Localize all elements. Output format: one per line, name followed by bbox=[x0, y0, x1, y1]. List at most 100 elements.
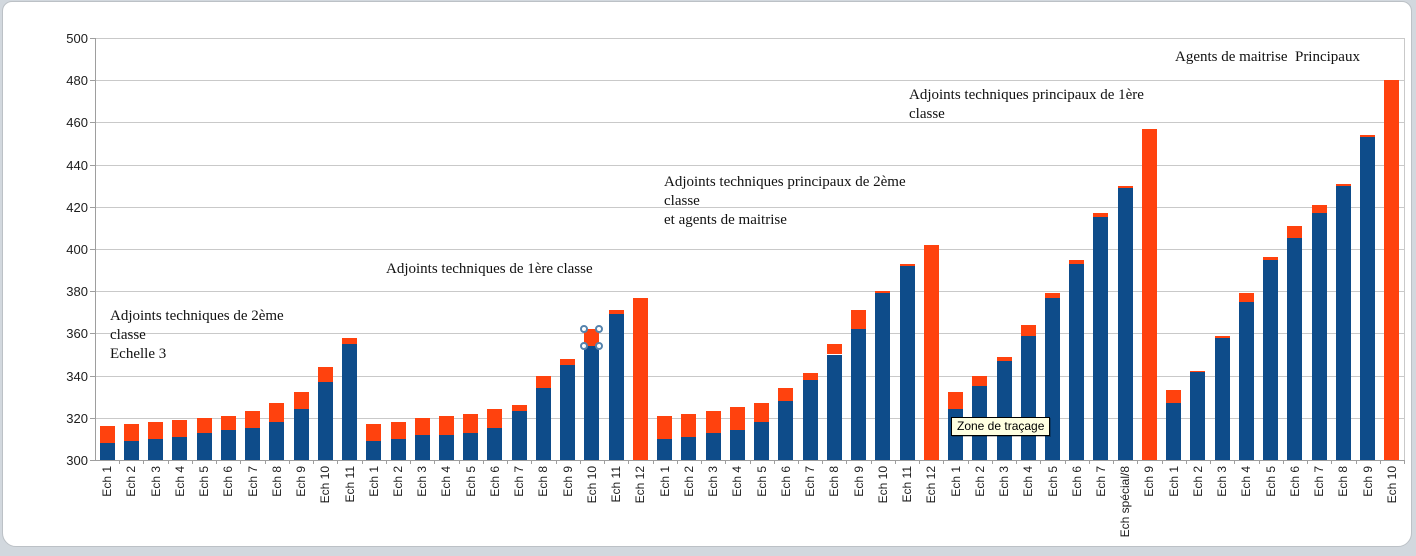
bar-cap-segment[interactable] bbox=[681, 413, 697, 437]
bar-base-segment[interactable] bbox=[414, 434, 430, 460]
bar-cap-segment[interactable] bbox=[463, 413, 479, 433]
chart-window[interactable]: 300 320 340 360 380 400 420 440 460 480 500 Ech 1 Ec… bbox=[2, 1, 1412, 547]
bar-base-segment[interactable] bbox=[245, 428, 261, 460]
bar-cap-segment[interactable] bbox=[1190, 371, 1206, 373]
bar-base-segment[interactable] bbox=[487, 428, 503, 460]
bar-cap-segment[interactable] bbox=[148, 422, 164, 439]
bar-cap-segment[interactable] bbox=[632, 297, 648, 460]
bar-base-segment[interactable] bbox=[1069, 263, 1085, 460]
bar-cap-segment[interactable] bbox=[657, 415, 673, 439]
bar-base-segment[interactable] bbox=[705, 432, 721, 460]
bar-base-segment[interactable] bbox=[317, 381, 333, 460]
bar-base-segment[interactable] bbox=[342, 343, 358, 460]
bar-base-segment[interactable] bbox=[996, 360, 1012, 460]
bar-cap-segment[interactable] bbox=[99, 426, 115, 444]
bar-base-segment[interactable] bbox=[1020, 335, 1036, 460]
bar-cap-segment[interactable] bbox=[1166, 390, 1182, 404]
bar-base-segment[interactable] bbox=[1214, 337, 1230, 460]
bar-base-segment[interactable] bbox=[1166, 403, 1182, 460]
bar-base-segment[interactable] bbox=[293, 409, 309, 460]
bar-cap-segment[interactable] bbox=[875, 291, 891, 294]
bar-base-segment[interactable] bbox=[754, 422, 770, 460]
selection-handle[interactable] bbox=[580, 342, 589, 351]
bar-base-segment[interactable] bbox=[851, 329, 867, 460]
bar-cap-segment[interactable] bbox=[778, 388, 794, 401]
bar-base-segment[interactable] bbox=[657, 438, 673, 460]
bar-base-segment[interactable] bbox=[511, 411, 527, 460]
bar-cap-segment[interactable] bbox=[1335, 183, 1351, 186]
bar-base-segment[interactable] bbox=[729, 430, 745, 460]
bar-base-segment[interactable] bbox=[1311, 213, 1327, 460]
bar-base-segment[interactable] bbox=[899, 265, 915, 460]
bar-cap-segment[interactable] bbox=[390, 422, 406, 439]
bar-cap-segment[interactable] bbox=[851, 310, 867, 330]
bar-cap-segment[interactable] bbox=[1093, 213, 1109, 218]
bar-cap-segment[interactable] bbox=[1045, 293, 1060, 298]
bar-cap-segment[interactable] bbox=[1238, 293, 1254, 302]
bar-base-segment[interactable] bbox=[1335, 185, 1351, 460]
bar-cap-segment[interactable] bbox=[196, 417, 212, 433]
selection-handle[interactable] bbox=[595, 342, 604, 351]
bar-cap-segment[interactable] bbox=[608, 310, 624, 315]
bar-base-segment[interactable] bbox=[826, 354, 842, 460]
bar-base-segment[interactable] bbox=[1190, 371, 1206, 460]
bar-cap-segment[interactable] bbox=[1141, 128, 1157, 460]
bar-base-segment[interactable] bbox=[463, 432, 479, 460]
bar-base-segment[interactable] bbox=[535, 388, 551, 460]
bar-cap-segment[interactable] bbox=[414, 417, 430, 435]
bar-cap-segment[interactable] bbox=[342, 337, 358, 344]
bar-base-segment[interactable] bbox=[148, 438, 164, 460]
bar-cap-segment[interactable] bbox=[220, 415, 236, 431]
bar-base-segment[interactable] bbox=[1093, 217, 1109, 460]
bar-base-segment[interactable] bbox=[681, 436, 697, 460]
bar-base-segment[interactable] bbox=[366, 441, 382, 460]
bar-base-segment[interactable] bbox=[390, 438, 406, 460]
bar-base-segment[interactable] bbox=[1360, 137, 1376, 460]
bar-cap-segment[interactable] bbox=[923, 244, 939, 460]
bar-cap-segment[interactable] bbox=[584, 329, 600, 347]
bar-base-segment[interactable] bbox=[1238, 301, 1254, 460]
bar-cap-segment[interactable] bbox=[1384, 80, 1400, 460]
bar-base-segment[interactable] bbox=[778, 400, 794, 460]
bar-cap-segment[interactable] bbox=[511, 405, 527, 412]
bar-cap-segment[interactable] bbox=[1069, 259, 1085, 264]
bar-cap-segment[interactable] bbox=[754, 403, 770, 422]
bar-cap-segment[interactable] bbox=[826, 343, 842, 355]
bar-cap-segment[interactable] bbox=[1020, 324, 1036, 336]
bar-cap-segment[interactable] bbox=[123, 424, 139, 441]
bar-cap-segment[interactable] bbox=[366, 424, 382, 441]
selection-handle[interactable] bbox=[595, 325, 604, 334]
bar-base-segment[interactable] bbox=[172, 436, 188, 460]
bar-cap-segment[interactable] bbox=[996, 356, 1012, 361]
bar-cap-segment[interactable] bbox=[317, 367, 333, 382]
bar-cap-segment[interactable] bbox=[948, 392, 964, 410]
bar-cap-segment[interactable] bbox=[1287, 225, 1303, 239]
bar-base-segment[interactable] bbox=[560, 365, 576, 460]
bar-cap-segment[interactable] bbox=[560, 358, 576, 366]
bar-cap-segment[interactable] bbox=[438, 415, 454, 435]
bar-cap-segment[interactable] bbox=[535, 375, 551, 389]
bar-cap-segment[interactable] bbox=[1311, 204, 1327, 214]
bar-cap-segment[interactable] bbox=[802, 373, 818, 380]
bar-base-segment[interactable] bbox=[123, 441, 139, 460]
bar-base-segment[interactable] bbox=[875, 293, 891, 460]
bar-cap-segment[interactable] bbox=[705, 411, 721, 433]
bar-base-segment[interactable] bbox=[1117, 187, 1133, 460]
bar-base-segment[interactable] bbox=[1287, 238, 1303, 460]
bar-base-segment[interactable] bbox=[584, 346, 600, 460]
bar-base-segment[interactable] bbox=[802, 379, 818, 460]
bar-base-segment[interactable] bbox=[269, 422, 285, 460]
bar-cap-segment[interactable] bbox=[245, 411, 261, 429]
selection-handle[interactable] bbox=[580, 325, 589, 334]
bar-base-segment[interactable] bbox=[99, 443, 115, 460]
bar-base-segment[interactable] bbox=[608, 314, 624, 460]
bar-cap-segment[interactable] bbox=[269, 403, 285, 422]
bar-base-segment[interactable] bbox=[438, 434, 454, 460]
bar-cap-segment[interactable] bbox=[972, 375, 988, 387]
bar-cap-segment[interactable] bbox=[729, 407, 745, 431]
plot-area[interactable]: 300 320 340 360 380 400 420 440 460 480 500 Ech 1 Ec… bbox=[3, 2, 1411, 546]
bar-cap-segment[interactable] bbox=[1360, 135, 1376, 138]
bar-base-segment[interactable] bbox=[1263, 259, 1279, 460]
bar-cap-segment[interactable] bbox=[1263, 257, 1279, 260]
bar-cap-segment[interactable] bbox=[293, 392, 309, 410]
